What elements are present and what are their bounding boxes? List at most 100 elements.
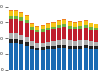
Bar bbox=[84, 40, 88, 45]
Bar bbox=[78, 40, 82, 46]
Bar bbox=[46, 30, 50, 42]
Bar bbox=[46, 23, 50, 24]
Bar bbox=[84, 25, 88, 28]
Bar bbox=[84, 48, 88, 70]
Bar bbox=[30, 30, 34, 41]
Bar bbox=[35, 50, 39, 70]
Bar bbox=[30, 49, 34, 70]
Bar bbox=[19, 35, 23, 40]
Bar bbox=[94, 24, 98, 28]
Bar bbox=[19, 17, 23, 21]
Bar bbox=[25, 37, 29, 42]
Bar bbox=[57, 25, 61, 28]
Bar bbox=[84, 28, 88, 40]
Bar bbox=[46, 46, 50, 49]
Bar bbox=[35, 43, 39, 48]
Bar bbox=[57, 28, 61, 40]
Bar bbox=[35, 32, 39, 43]
Bar bbox=[35, 30, 39, 32]
Bar bbox=[41, 50, 45, 70]
Bar bbox=[52, 23, 56, 27]
Bar bbox=[52, 22, 56, 23]
Bar bbox=[73, 46, 77, 49]
Bar bbox=[84, 21, 88, 25]
Bar bbox=[14, 16, 18, 19]
Bar bbox=[52, 27, 56, 29]
Bar bbox=[46, 42, 50, 46]
Bar bbox=[19, 21, 23, 35]
Bar bbox=[41, 29, 45, 32]
Bar bbox=[30, 23, 34, 24]
Bar bbox=[14, 39, 18, 43]
Bar bbox=[57, 48, 61, 70]
Bar bbox=[73, 29, 77, 41]
Bar bbox=[89, 49, 93, 70]
Bar bbox=[41, 32, 45, 43]
Bar bbox=[25, 20, 29, 23]
Bar bbox=[19, 40, 23, 44]
Bar bbox=[35, 48, 39, 50]
Bar bbox=[68, 46, 72, 49]
Bar bbox=[78, 29, 82, 40]
Bar bbox=[19, 44, 23, 70]
Bar bbox=[62, 39, 66, 45]
Bar bbox=[41, 43, 45, 47]
Bar bbox=[68, 29, 72, 40]
Bar bbox=[46, 24, 50, 28]
Bar bbox=[30, 41, 34, 46]
Bar bbox=[73, 22, 77, 23]
Bar bbox=[9, 43, 13, 70]
Bar bbox=[9, 33, 13, 39]
Bar bbox=[30, 24, 34, 27]
Bar bbox=[25, 23, 29, 37]
Bar bbox=[41, 47, 45, 50]
Bar bbox=[94, 49, 98, 70]
Bar bbox=[57, 45, 61, 48]
Bar bbox=[89, 27, 93, 30]
Bar bbox=[30, 46, 34, 49]
Bar bbox=[9, 19, 13, 33]
Bar bbox=[30, 27, 34, 30]
Bar bbox=[25, 46, 29, 70]
Bar bbox=[19, 12, 23, 13]
Bar bbox=[89, 23, 93, 27]
Bar bbox=[62, 19, 66, 20]
Bar bbox=[89, 41, 93, 46]
Bar bbox=[78, 46, 82, 49]
Bar bbox=[14, 33, 18, 39]
Bar bbox=[62, 24, 66, 27]
Bar bbox=[94, 28, 98, 30]
Bar bbox=[9, 10, 13, 11]
Bar bbox=[68, 26, 72, 29]
Bar bbox=[84, 45, 88, 48]
Bar bbox=[78, 26, 82, 29]
Bar bbox=[62, 48, 66, 70]
Bar bbox=[73, 41, 77, 46]
Bar bbox=[68, 21, 72, 22]
Bar bbox=[52, 29, 56, 41]
Bar bbox=[78, 49, 82, 70]
Bar bbox=[52, 41, 56, 46]
Bar bbox=[52, 46, 56, 49]
Bar bbox=[73, 27, 77, 29]
Bar bbox=[62, 27, 66, 39]
Bar bbox=[68, 40, 72, 46]
Bar bbox=[14, 10, 18, 11]
Bar bbox=[9, 11, 13, 16]
Bar bbox=[94, 30, 98, 42]
Bar bbox=[68, 49, 72, 70]
Bar bbox=[19, 13, 23, 17]
Bar bbox=[46, 49, 50, 70]
Bar bbox=[25, 16, 29, 20]
Bar bbox=[35, 27, 39, 30]
Bar bbox=[25, 42, 29, 46]
Bar bbox=[52, 49, 56, 70]
Bar bbox=[73, 23, 77, 27]
Bar bbox=[62, 20, 66, 24]
Bar bbox=[68, 22, 72, 26]
Bar bbox=[94, 42, 98, 46]
Bar bbox=[14, 43, 18, 70]
Bar bbox=[14, 11, 18, 16]
Bar bbox=[9, 16, 13, 19]
Bar bbox=[57, 21, 61, 25]
